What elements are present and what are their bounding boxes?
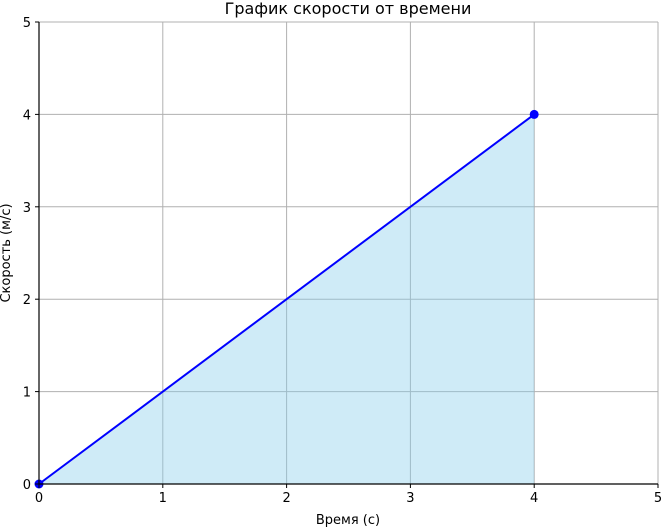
y-tick-label: 4 xyxy=(23,108,31,123)
x-tick-labels: 0 1 2 3 4 5 xyxy=(35,491,662,506)
x-tick-label: 1 xyxy=(159,491,167,506)
x-tick-label: 4 xyxy=(530,491,538,506)
y-tick-label: 5 xyxy=(23,16,31,31)
chart-title: График скорости от времени xyxy=(225,0,472,18)
x-tick-label: 0 xyxy=(35,491,43,506)
y-axis-title: Скорость (м/с) xyxy=(0,203,14,302)
axes xyxy=(35,21,659,488)
velocity-line xyxy=(38,113,535,485)
y-tick-labels: 0 1 2 3 4 5 xyxy=(23,16,31,493)
x-tick-label: 2 xyxy=(282,491,290,506)
x-axis-title: Время (с) xyxy=(316,513,380,527)
x-tick-label: 5 xyxy=(654,491,662,506)
data-point-marker xyxy=(529,109,539,119)
y-tick-label: 0 xyxy=(23,478,31,493)
y-tick-label: 3 xyxy=(23,201,31,216)
y-tick-label: 2 xyxy=(23,293,31,308)
x-tick-label: 3 xyxy=(406,491,414,506)
y-tick-label: 1 xyxy=(23,386,31,401)
